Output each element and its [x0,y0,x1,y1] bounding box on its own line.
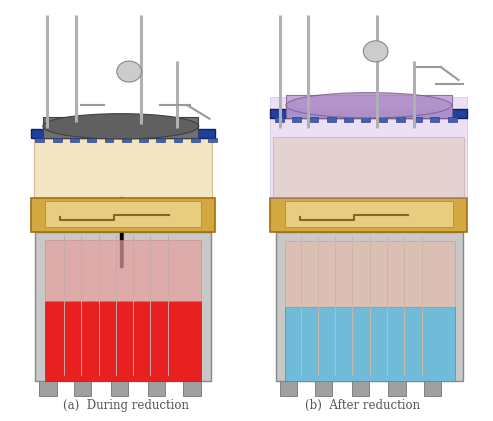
Bar [87,138,96,142]
Bar [148,381,165,396]
Bar [31,129,215,138]
Bar [156,138,165,142]
Bar [448,117,457,122]
Bar [424,381,441,396]
Bar [315,381,332,396]
Bar [35,232,211,381]
Bar [352,381,369,396]
Bar [276,232,463,381]
Bar [270,97,467,198]
Bar [286,95,452,118]
Circle shape [117,61,141,82]
Bar [70,138,79,142]
Bar [379,117,387,122]
Bar [275,117,284,122]
Bar [111,381,128,396]
Bar [388,381,406,396]
Bar [34,137,212,198]
Bar [139,138,148,142]
Bar [292,117,301,122]
Bar [45,301,201,381]
Bar [413,117,422,122]
Bar [270,198,467,232]
Bar [327,117,336,122]
Bar [430,117,439,122]
Bar [273,137,464,198]
Bar [122,138,131,142]
Bar [74,381,91,396]
Bar [45,201,201,227]
Text: (b)  After reduction: (b) After reduction [305,399,420,412]
Bar [43,117,198,138]
Bar [280,381,297,396]
Bar [31,198,215,232]
Bar [396,117,405,122]
Bar [183,381,201,396]
Ellipse shape [286,93,452,118]
Ellipse shape [43,114,199,139]
Bar [361,117,370,122]
Bar [35,138,44,142]
Bar [53,138,62,142]
Bar [174,138,182,142]
Bar [45,240,201,301]
Bar [285,241,455,307]
Bar [105,138,113,142]
Bar [285,201,453,227]
Text: (a)  During reduction: (a) During reduction [63,399,189,412]
Bar [208,138,217,142]
Bar [270,109,467,118]
Circle shape [363,41,388,62]
Bar [39,381,57,396]
Bar [310,117,318,122]
Bar [344,117,353,122]
Bar [285,307,455,381]
Bar [191,138,200,142]
